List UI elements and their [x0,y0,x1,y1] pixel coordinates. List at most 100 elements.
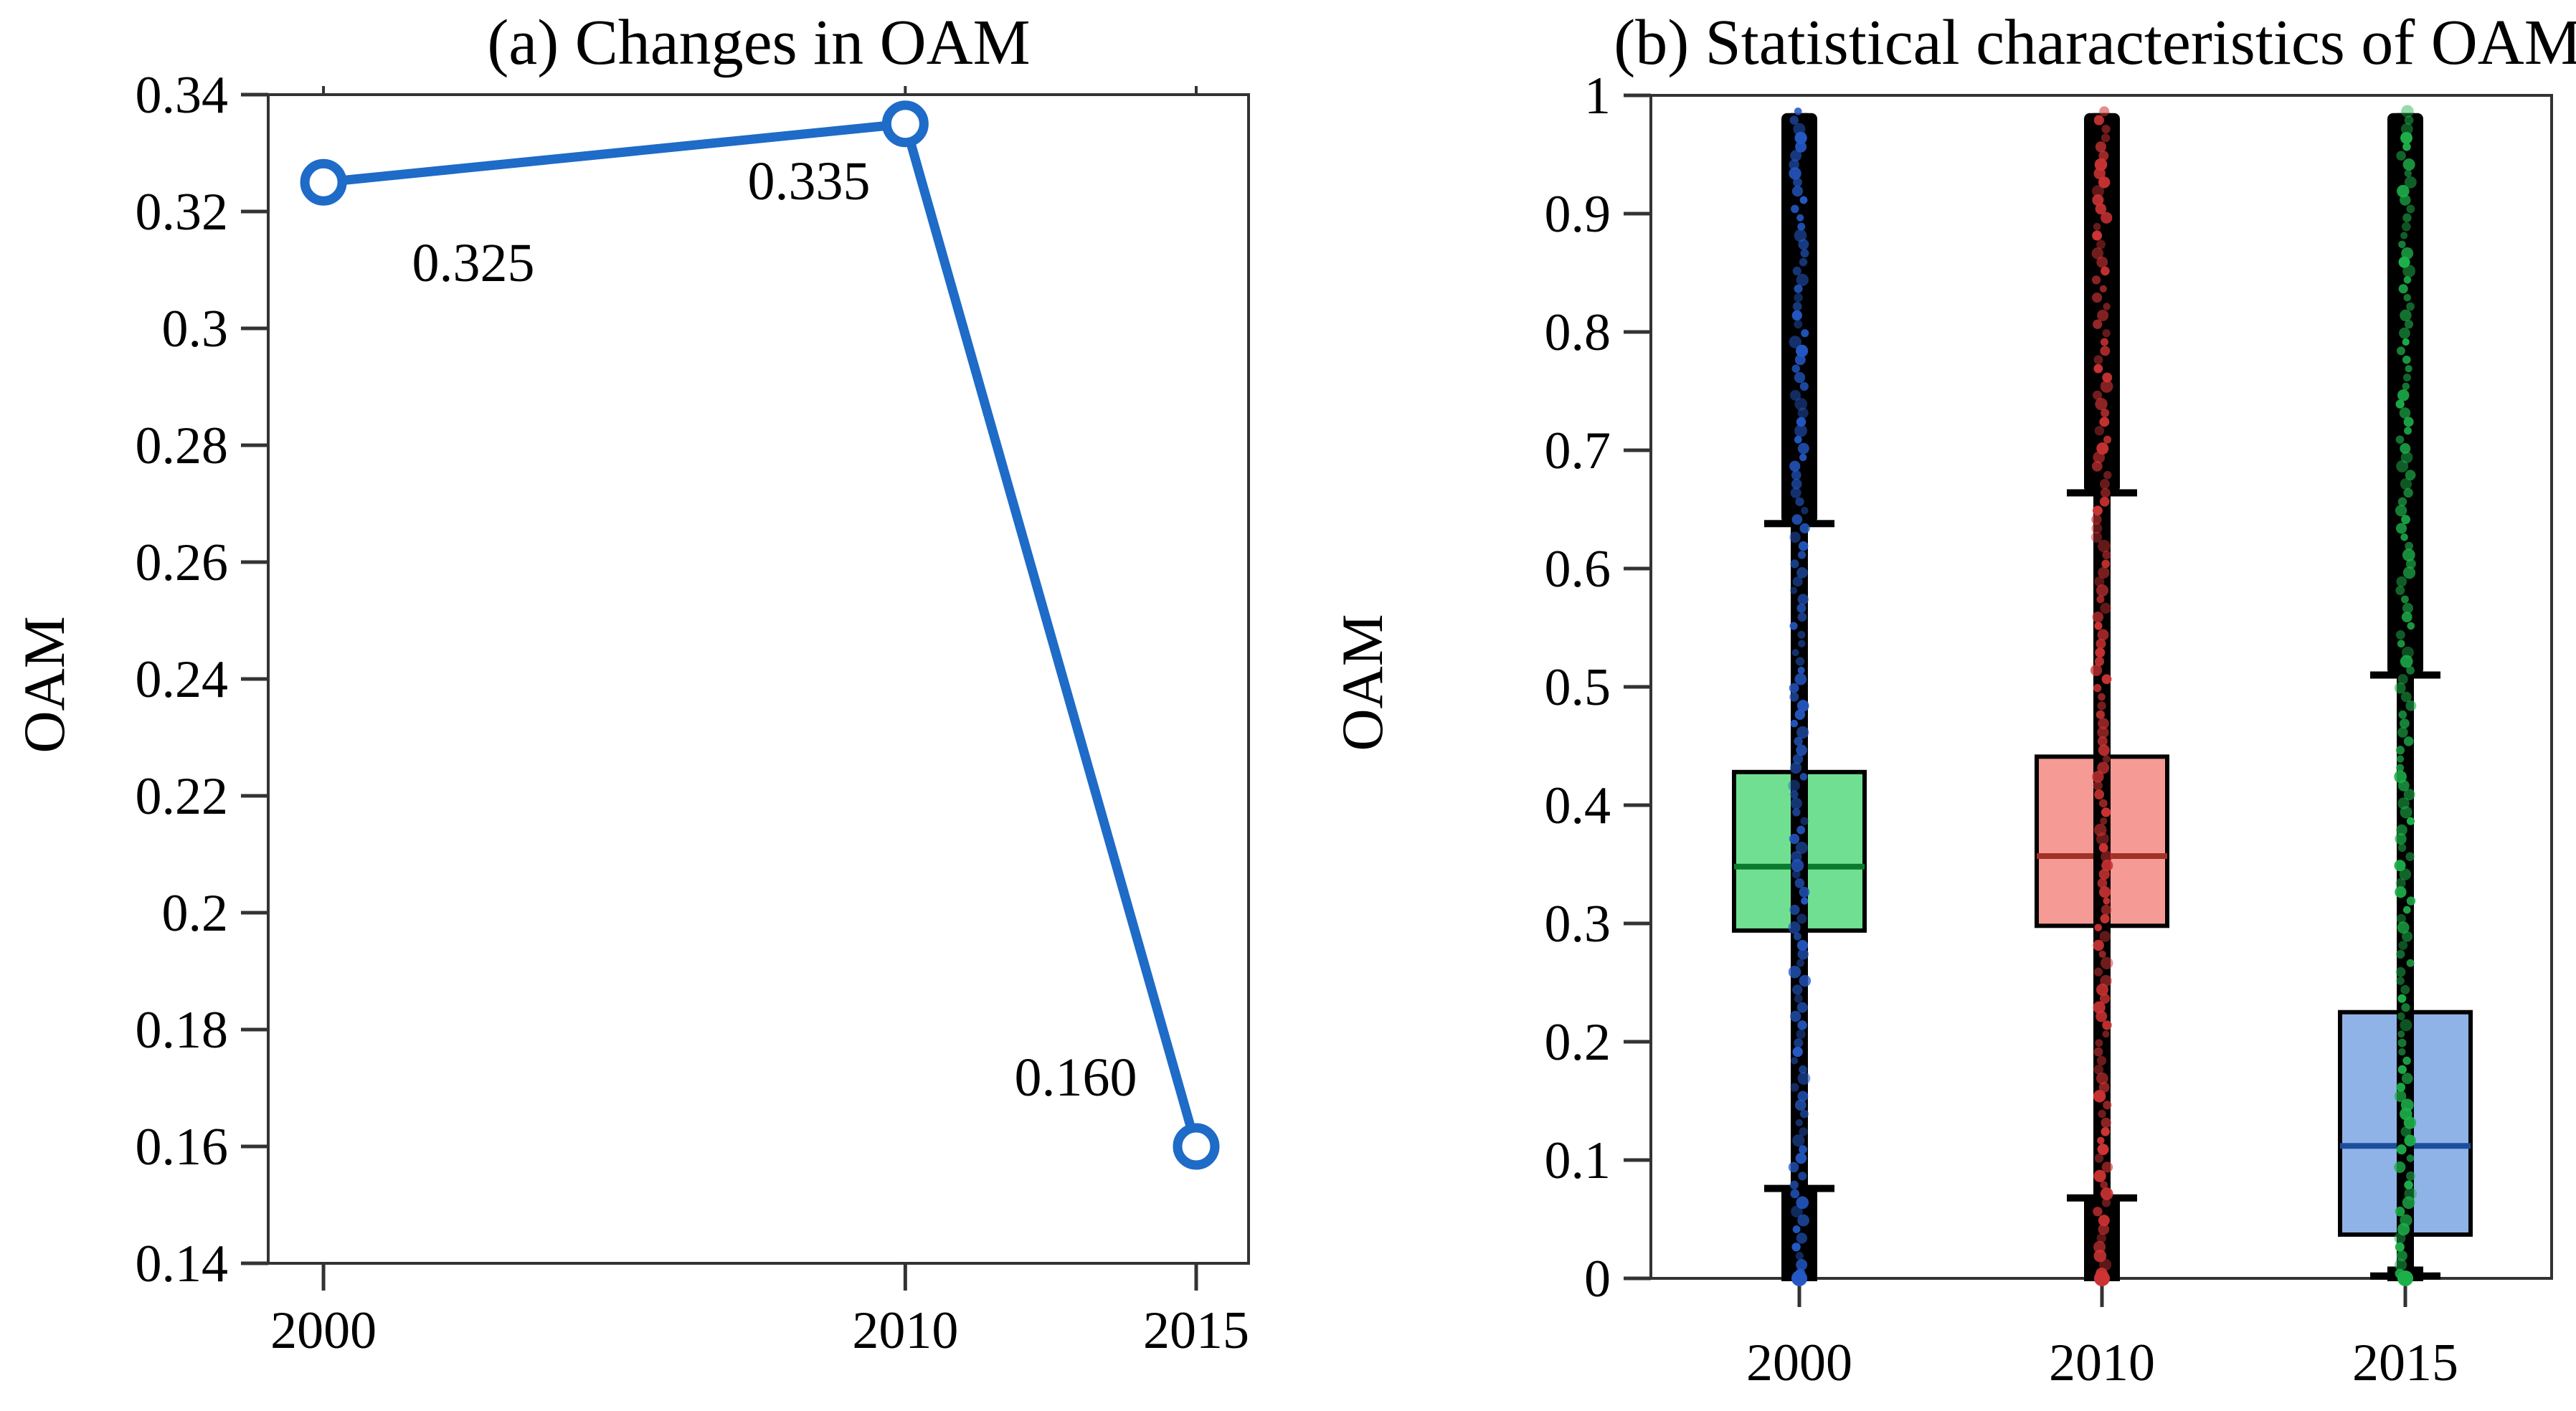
panel-b-y-tick-label: 0.9 [1545,185,1611,244]
jitter-dot [1792,754,1804,764]
jitter-dot [1797,594,1809,605]
jitter-dot [2100,602,2111,614]
jitter-dot [1791,1205,1803,1218]
jitter-dot [2093,364,2103,374]
jitter-dot [1797,949,1809,960]
jitter-dot [2101,956,2113,969]
jitter-dot [1791,1243,1801,1252]
jitter-dot [2402,548,2415,561]
jitter-dot [2101,850,2113,863]
jitter-dot [1794,371,1806,384]
jitter-dot [2101,1198,2111,1207]
jitter-dot [2402,1056,2411,1065]
jitter-dot [2395,586,2405,596]
jitter-dot [2400,451,2413,464]
jitter-dot [2397,1065,2407,1074]
jitter-dot [1800,249,1809,258]
jitter-dot [1794,284,1803,293]
jitter-dot [1792,984,1803,995]
jitter-dot [1792,302,1802,311]
jitter-dot [1796,726,1809,739]
jitter-dot [2092,771,2104,783]
jitter-dot [2397,797,2410,809]
jitter-dot [2099,993,2111,1004]
jitter-dot [2099,106,2110,117]
jitter-dot [1789,904,1800,916]
jitter-dot [1797,612,1807,622]
jitter-dot [2101,860,2113,872]
zero-dot-2015 [2397,1270,2413,1286]
jitter-dot [2103,1101,2112,1110]
jitter-dot [2395,399,2405,409]
jitter-dot [2400,1214,2412,1227]
jitter-dot [2405,852,2415,862]
jitter-dot [2402,338,2410,346]
jitter-dot [2093,319,2103,329]
jitter-dot [2094,923,2103,932]
jitter-dot [2401,515,2410,524]
jitter-dot [1799,1065,1807,1074]
jitter-dot [1794,354,1806,366]
jitter-dot [2405,700,2417,711]
jitter-dot [2093,390,2103,400]
jitter-dot [1788,1161,1799,1173]
jitter-dot [2100,1187,2113,1200]
jitter-dot [1801,329,1809,338]
jitter-dot [1797,1020,1807,1030]
jitter-dot [2402,906,2411,914]
jitter-dot [2395,1242,2405,1252]
jitter-dot [2093,115,2104,125]
jitter-dot [2101,1127,2111,1136]
jitter-dot [1796,825,1806,835]
jitter-dot [2099,285,2107,293]
panel-a-y-tick-label: 0.18 [136,1001,229,1060]
jitter-dot [1791,364,1800,373]
jitter-dot [2397,1012,2405,1021]
jitter-dot [1796,1196,1809,1210]
jitter-dot [1794,994,1803,1003]
panel-b-y-tick-label: 0.8 [1545,303,1611,362]
jitter-dot [2394,770,2407,784]
jitter-dot [2404,169,2412,178]
jitter-dot [1789,692,1799,702]
jitter-dot [2396,1250,2407,1262]
panel-b-title: (b) Statistical characteristics of OAM [1614,7,2576,78]
jitter-dot [2404,1180,2413,1189]
data-point-marker [1173,1123,1220,1170]
jitter-dot [2402,213,2412,223]
jitter-dot [1799,1127,1808,1136]
jitter-dot [1794,397,1808,411]
jitter-dot [2401,1073,2413,1085]
jitter-dot [1799,886,1810,898]
jitter-dot [1789,159,1799,170]
jitter-dot [2402,602,2413,614]
jitter-dot [2093,222,2101,231]
jitter-dot [1790,559,1799,569]
outlier-cluster-high-2010 [2084,113,2120,493]
jitter-dot [1795,1252,1804,1260]
jitter-dot [2103,897,2111,905]
jitter-dot [2098,799,2108,808]
panel-b-y-tick-label: 0.7 [1545,422,1611,480]
jitter-dot [2405,365,2412,373]
jitter-dot [1790,850,1802,863]
jitter-dot [1797,551,1806,559]
jitter-dot [1789,586,1798,594]
jitter-dot [2406,959,2415,967]
jitter-dot [1789,683,1799,693]
jitter-dot [2093,683,2102,693]
jitter-dot [1800,1109,1809,1118]
jitter-dot [2397,727,2408,738]
jitter-dot [2097,309,2109,321]
jitter-dot [1795,141,1807,153]
jitter-dot [1789,115,1799,125]
jitter-dot [2394,1161,2406,1173]
jitter-dot [2091,514,2102,525]
jitter-dot [2098,744,2110,756]
jitter-dot [2096,256,2108,268]
jitter-dot [1791,310,1802,321]
jitter-dot [2095,203,2107,215]
jitter-dot [2405,1171,2415,1181]
jitter-dot [2402,143,2411,151]
